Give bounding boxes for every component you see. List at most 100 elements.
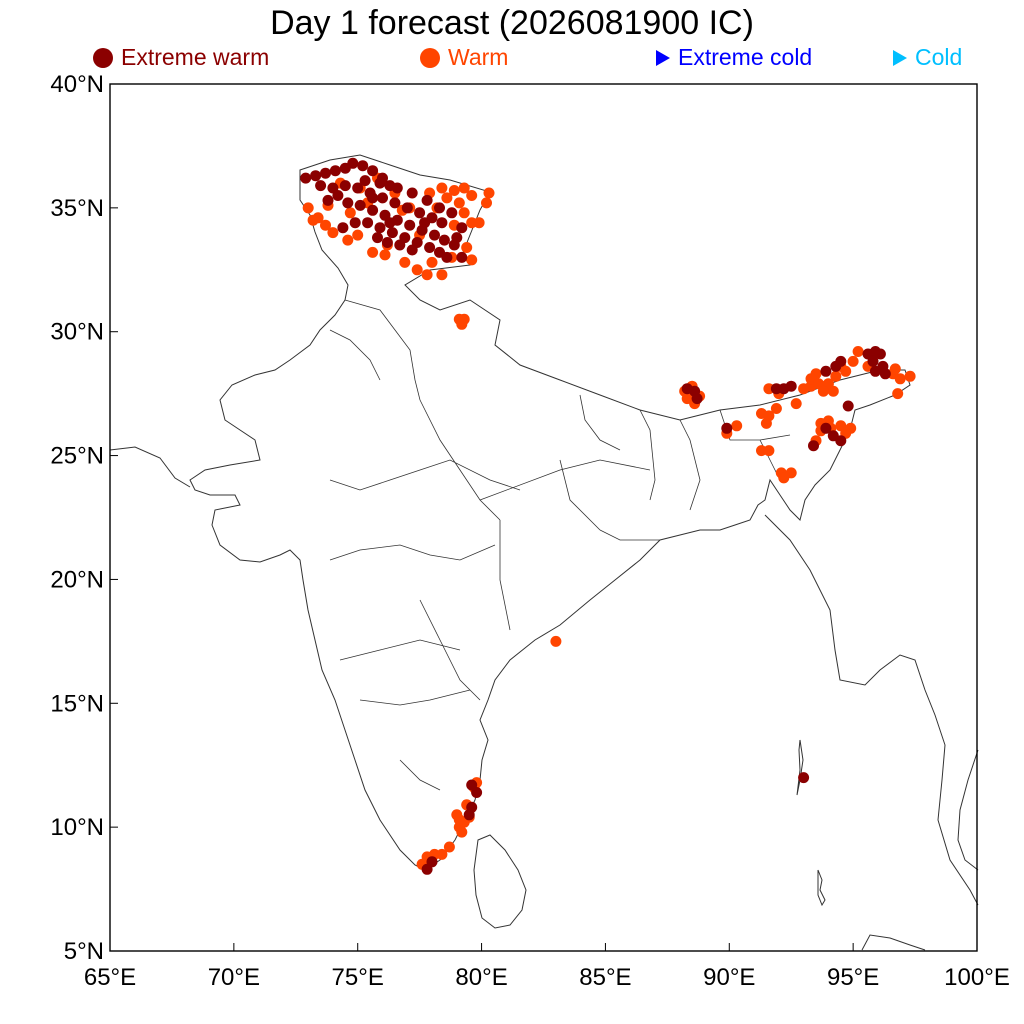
extreme-warm-point <box>835 355 847 367</box>
y-tick-label: 20°N <box>50 566 104 593</box>
extreme-warm-point <box>381 237 393 248</box>
warm-point <box>399 256 411 268</box>
warm-point <box>852 346 864 357</box>
extreme-warm-point <box>310 170 322 182</box>
triangle-marker-icon <box>656 49 670 66</box>
extreme-warm-point <box>691 393 703 405</box>
extreme-warm-point <box>389 197 401 209</box>
extreme-warm-point <box>391 182 403 194</box>
legend-label: Warm <box>448 44 509 70</box>
extreme-warm-point <box>362 217 374 229</box>
extreme-warm-point <box>339 180 351 192</box>
warm-point <box>892 388 904 400</box>
warm-point <box>367 246 379 258</box>
extreme-warm-point <box>874 348 886 360</box>
coastline-boundaries <box>109 154 979 951</box>
extreme-warm-point <box>357 160 369 172</box>
x-tick-label: 85°E <box>579 964 631 991</box>
warm-point <box>342 234 354 246</box>
extreme-warm-point <box>434 202 445 214</box>
map-title: Day 1 forecast (2026081900 IC) <box>270 4 754 42</box>
warm-point <box>456 318 468 330</box>
extreme-warm-point <box>808 440 819 452</box>
extreme-warm-point <box>451 232 463 244</box>
extreme-warm-point <box>798 772 810 784</box>
extreme-warm-point <box>438 234 450 246</box>
warm-point <box>466 190 478 201</box>
sri-lanka-outline <box>473 834 527 929</box>
legend-label: Extreme warm <box>121 44 270 70</box>
extreme-warm-point <box>785 380 797 392</box>
data-points <box>300 157 916 875</box>
axis-ticks: 65°E 70°E 75°E 80°E 85°E 90°E 95°E 100°E 40°N 35°… <box>50 71 1009 991</box>
malay-coast <box>957 749 979 871</box>
india-outline <box>189 154 911 871</box>
y-tick-label: 10°N <box>50 814 104 841</box>
extreme-warm-point <box>424 242 436 253</box>
legend-extreme-cold: Extreme cold <box>656 44 812 71</box>
extreme-warm-point <box>441 251 453 263</box>
plot-frame <box>109 83 978 952</box>
extreme-warm-point <box>466 801 478 813</box>
extreme-warm-point <box>374 177 386 189</box>
extreme-warm-point <box>372 232 383 244</box>
extreme-warm-point <box>377 192 388 204</box>
warm-point <box>904 370 916 382</box>
extreme-warm-point <box>842 400 854 412</box>
warm-point <box>481 197 492 209</box>
warm-point <box>436 848 448 860</box>
extreme-warm-point <box>436 217 448 229</box>
extreme-warm-point <box>394 239 406 251</box>
warm-point <box>763 445 775 457</box>
legend-label: Extreme cold <box>678 44 813 70</box>
extreme-warm-point <box>721 422 733 434</box>
warm-point <box>453 197 465 209</box>
warm-point <box>344 207 356 219</box>
extreme-warm-point <box>322 194 334 206</box>
extreme-warm-point <box>352 182 364 194</box>
x-tick-label: 100°E <box>944 964 1010 991</box>
extreme-warm-point <box>359 175 371 187</box>
warm-point <box>411 264 423 276</box>
x-tick-label: 80°E <box>455 964 507 991</box>
extreme-warm-point <box>367 165 379 177</box>
andaman-islands <box>796 739 804 796</box>
extreme-warm-point <box>401 202 413 214</box>
warm-point <box>352 229 364 241</box>
extreme-warm-point <box>386 227 398 239</box>
warm-point <box>894 373 906 385</box>
warm-point <box>327 227 339 239</box>
warm-point <box>448 185 460 196</box>
warm-point <box>458 207 470 219</box>
nicobar-islands <box>817 869 826 907</box>
extreme-warm-point <box>426 856 438 868</box>
x-tick-label: 70°E <box>208 964 260 991</box>
circle-marker-icon <box>420 47 440 68</box>
extreme-warm-point <box>456 222 468 234</box>
sumatra-tip <box>861 934 926 951</box>
warm-point <box>473 217 485 229</box>
warm-point <box>731 420 743 432</box>
extreme-warm-point <box>337 222 349 234</box>
y-tick-label: 35°N <box>50 195 104 222</box>
extreme-warm-point <box>466 779 478 791</box>
warm-point <box>421 269 433 281</box>
warm-point <box>847 355 859 367</box>
extreme-warm-point <box>404 219 416 231</box>
extreme-warm-point <box>429 229 440 241</box>
warm-point <box>453 814 465 826</box>
extreme-warm-point <box>300 172 312 184</box>
warm-point <box>461 242 473 253</box>
x-tick-label: 75°E <box>332 964 384 991</box>
warm-point <box>307 214 319 226</box>
extreme-warm-point <box>414 207 426 219</box>
warm-point <box>830 370 842 382</box>
y-tick-label: 5°N <box>64 938 104 965</box>
y-tick-label: 25°N <box>50 443 104 470</box>
legend-warm: Warm <box>420 44 508 71</box>
x-tick-label: 65°E <box>84 964 136 991</box>
warm-point <box>889 363 901 375</box>
extreme-warm-point <box>446 207 458 219</box>
extreme-warm-point <box>384 217 396 229</box>
